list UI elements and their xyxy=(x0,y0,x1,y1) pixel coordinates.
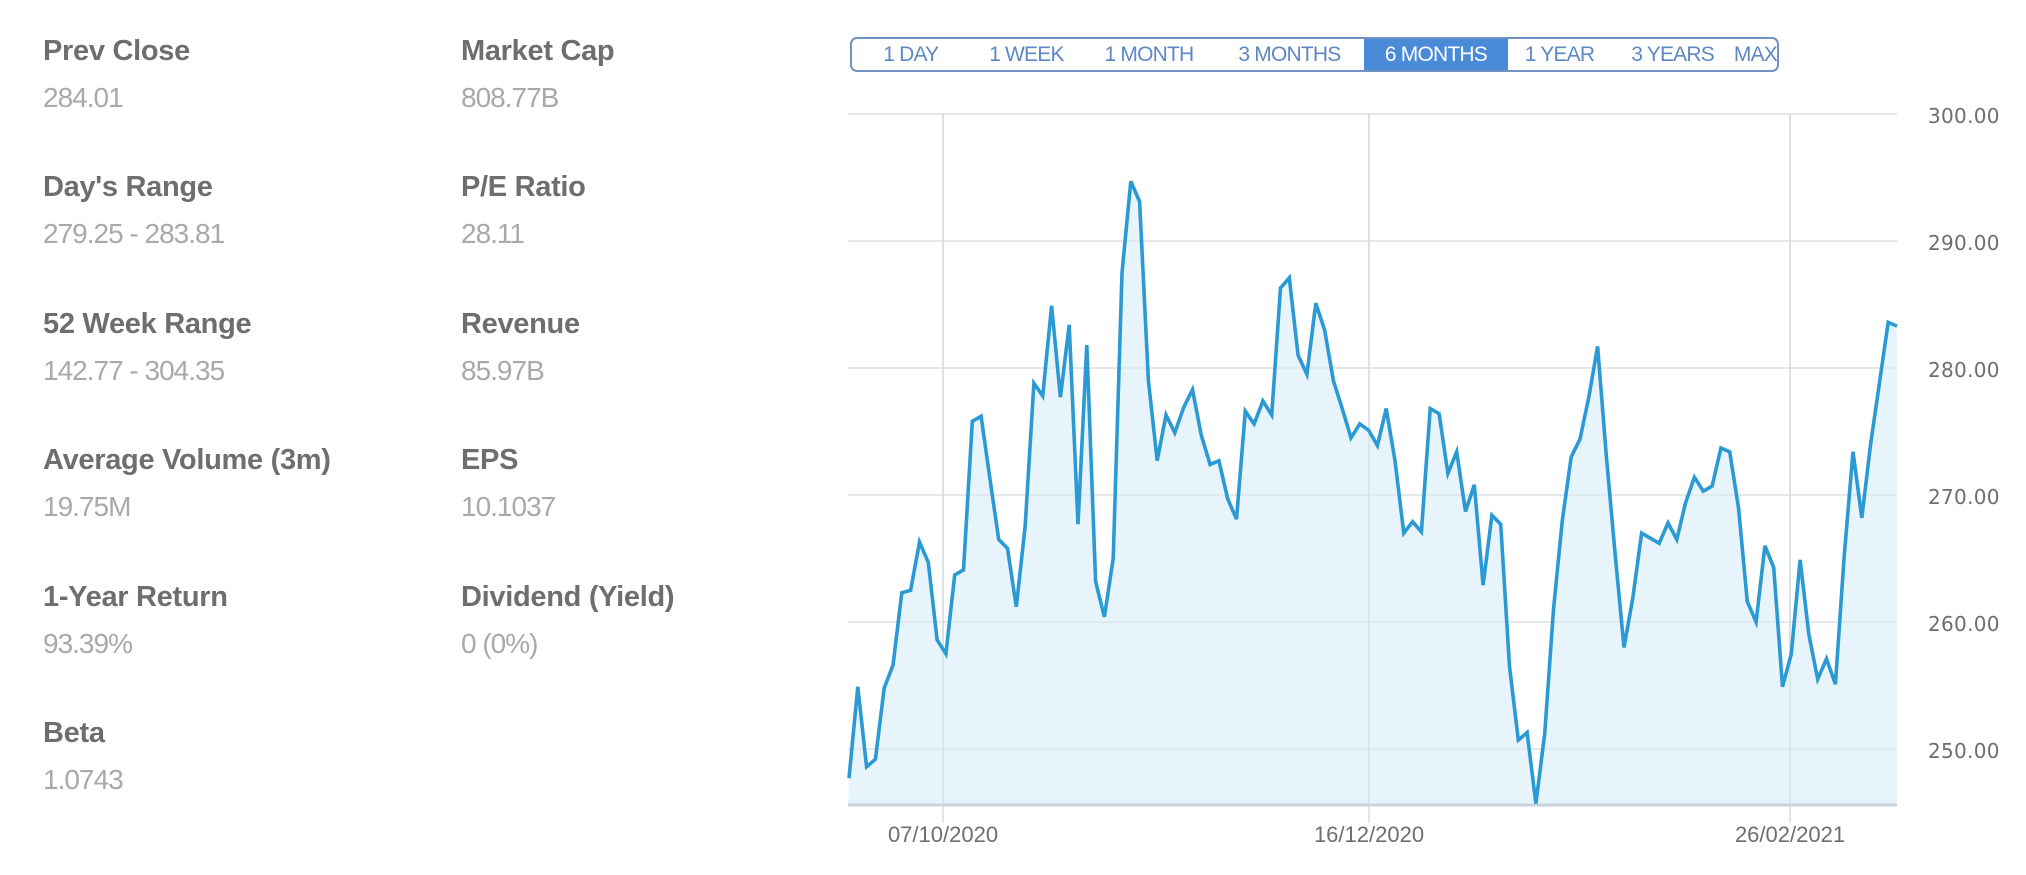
price-line xyxy=(847,180,1898,804)
stat-dividend-yield: Dividend (Yield) 0 (0%) xyxy=(461,580,675,661)
stat-label: Beta xyxy=(43,717,105,749)
range-tab-1-week[interactable]: 1 WEEK xyxy=(989,42,1064,66)
y-tick-label: 250.00 xyxy=(1928,739,2000,763)
range-tab-3-years[interactable]: 3 YEARS xyxy=(1631,42,1715,66)
stat-label: Market Cap xyxy=(461,35,615,67)
range-tab-6-months[interactable]: 6 MONTHS xyxy=(1364,39,1508,70)
range-tab-1-month[interactable]: 1 MONTH xyxy=(1104,42,1194,66)
stat-label: P/E Ratio xyxy=(461,171,586,203)
stat-value: 10.1037 xyxy=(461,491,556,522)
stat-value: 284.01 xyxy=(43,82,124,113)
stat-label: Revenue xyxy=(461,308,580,340)
x-tick-label: 16/12/2020 xyxy=(1313,822,1425,847)
time-range-selector: 1 DAY 1 WEEK 1 MONTH 3 MONTHS 6 MONTHS 1 YEAR… xyxy=(850,37,1779,72)
price-area-fill xyxy=(848,181,1897,806)
range-tab-max[interactable]: MAX xyxy=(1733,42,1777,66)
stat-1-year-return: 1-Year Return 93.39% xyxy=(43,580,228,661)
stat-label: 1-Year Return xyxy=(43,581,228,613)
range-tab-1-year[interactable]: 1 YEAR xyxy=(1524,42,1595,66)
x-tick-label: 07/10/2020 xyxy=(887,822,999,847)
stat-value: 1.0743 xyxy=(43,764,124,795)
stat-eps: EPS 10.1037 xyxy=(461,443,556,524)
stat-52-week-range: 52 Week Range 142.77 - 304.35 xyxy=(43,307,252,388)
range-tab-1-day[interactable]: 1 DAY xyxy=(883,42,939,66)
stat-value: 279.25 - 283.81 xyxy=(43,218,225,249)
stat-value: 0 (0%) xyxy=(461,628,538,659)
stat-value: 142.77 - 304.35 xyxy=(43,355,225,386)
stat-label: Average Volume (3m) xyxy=(43,444,331,476)
key-stats-panel: Prev Close 284.01 Day's Range 279.25 - 2… xyxy=(0,0,800,875)
stat-revenue: Revenue 85.97B xyxy=(461,307,580,388)
stat-label: 52 Week Range xyxy=(43,308,252,340)
stat-value: 93.39% xyxy=(43,628,133,659)
stat-label: Day's Range xyxy=(43,171,213,203)
range-tab-3-months[interactable]: 3 MONTHS xyxy=(1238,42,1341,66)
stat-market-cap: Market Cap 808.77B xyxy=(461,34,615,115)
stat-value: 28.11 xyxy=(461,218,525,249)
stat-days-range: Day's Range 279.25 - 283.81 xyxy=(43,170,225,251)
stat-label: Prev Close xyxy=(43,35,190,67)
y-tick-label: 300.00 xyxy=(1928,104,2000,128)
stat-label: EPS xyxy=(461,444,519,476)
stat-average-volume: Average Volume (3m) 19.75M xyxy=(43,443,331,524)
y-tick-label: 260.00 xyxy=(1928,612,2000,636)
stat-value: 85.97B xyxy=(461,355,545,386)
stat-value: 808.77B xyxy=(461,82,559,113)
x-tick-label: 26/02/2021 xyxy=(1734,822,1846,847)
stat-pe-ratio: P/E Ratio 28.11 xyxy=(461,170,586,251)
stat-label: Dividend (Yield) xyxy=(461,581,675,613)
y-tick-label: 280.00 xyxy=(1928,358,2000,382)
y-tick-label: 270.00 xyxy=(1928,485,2000,509)
y-tick-label: 290.00 xyxy=(1928,231,2000,255)
stat-value: 19.75M xyxy=(43,491,131,522)
stat-prev-close: Prev Close 284.01 xyxy=(43,34,190,115)
stat-beta: Beta 1.0743 xyxy=(43,716,124,797)
